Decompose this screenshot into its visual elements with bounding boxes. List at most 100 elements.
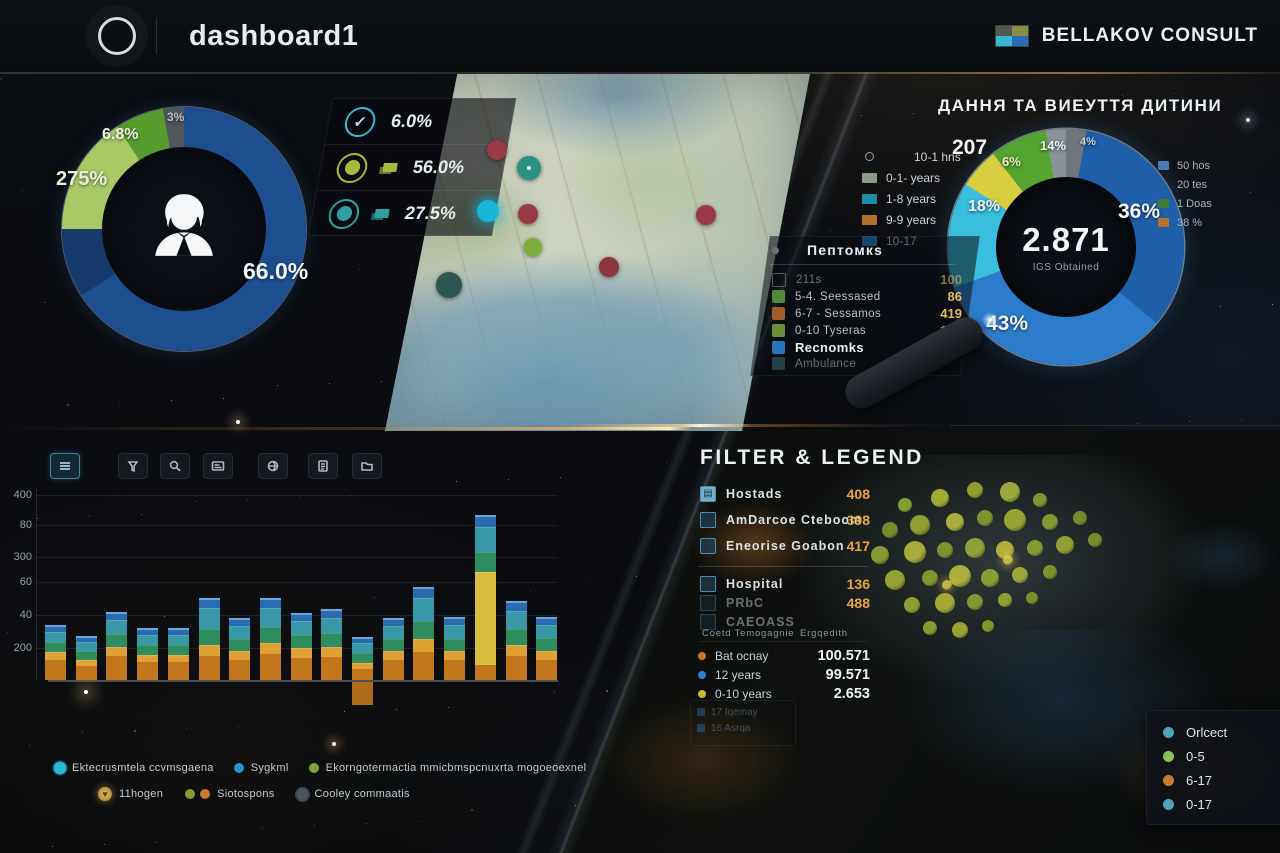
stacked-bar[interactable] [474,514,496,680]
chart-legend-item[interactable]: Ekorngotermactia mmicbmspcnuxrta mogoeoe… [308,762,587,774]
corner-legend-item[interactable]: Orlcect [1163,720,1280,744]
map-marker[interactable] [517,156,541,180]
app-logo-icon[interactable] [98,17,136,55]
page-title: dashboard1 [189,19,359,52]
stacked-bar[interactable] [106,611,128,680]
age-legend-item[interactable]: 9-9 years [862,209,961,230]
bar-segment-t [352,642,373,654]
table-row[interactable]: 12 years 99.571 [698,667,870,683]
chart-legend-item[interactable]: Sygkml [233,762,289,774]
toolbar-filter-button[interactable] [118,453,148,479]
checkbox-icon[interactable] [700,512,716,528]
age-legend-item[interactable]: 0-1- years [862,167,961,188]
glow-line-right-faint [950,425,1280,426]
corner-legend-item[interactable]: 0-17 [1163,792,1280,816]
map-marker[interactable] [696,205,716,225]
stacked-bar[interactable] [229,618,251,680]
chart-legend-item[interactable]: Cooley commaatis [296,787,410,801]
left-legend-item[interactable]: 56.0% [316,145,508,191]
map-marker[interactable] [487,140,507,160]
checkbox-icon[interactable] [700,576,716,592]
corner-legend-item[interactable]: 6-17 [1163,768,1280,792]
filter-item[interactable]: PRbC [700,595,880,611]
age-legend-item[interactable]: 1-8 years [862,188,961,209]
chart-legend-item[interactable]: Ektecrusmtela ccvmsgaena [55,762,214,774]
checkbox-icon[interactable] [700,614,716,630]
bar-segment-g [413,621,435,640]
stacked-bar[interactable] [259,597,281,680]
toolbar-folder-button[interactable] [352,453,382,479]
bar-segment-o [106,655,128,680]
toolbar-menu-button[interactable] [50,453,80,479]
bar-segment-g [106,633,128,647]
stats-row[interactable]: Ambulance [772,357,962,370]
filter-item[interactable]: AmDarcoe Cteboom [700,512,880,528]
stats-row[interactable]: 211s 100 [772,272,962,287]
gridline [36,525,558,526]
chart-legend-item[interactable]: Siotospons [185,787,274,801]
chart-legend-item[interactable]: ♥ 11hogen [98,787,163,801]
stacked-bar[interactable] [45,625,66,680]
left-legend-item[interactable]: 27.5% [309,191,499,236]
stacked-bar[interactable] [536,617,558,680]
age-legend-item[interactable]: 10-1 hns [862,146,961,167]
stats-row[interactable]: Recnomks [772,340,962,355]
stacked-bar[interactable] [167,628,189,680]
filter-item[interactable]: ▤ Hostads [700,486,880,502]
star [554,692,556,694]
toolbar-card-button[interactable] [203,453,233,479]
stacked-bar[interactable] [444,617,466,680]
bar-segment-t [106,619,128,634]
stacked-bar[interactable] [75,635,97,680]
bar-segment-b [536,617,558,625]
stacked-bar[interactable] [321,609,343,680]
map-marker[interactable] [518,204,538,224]
toolbar-doc-button[interactable] [308,453,338,479]
star [1220,306,1222,308]
bar-segment-b [321,609,343,618]
star [262,827,264,829]
star [1272,304,1274,306]
map-bubble [1027,540,1043,556]
map-marker[interactable] [524,238,542,256]
map-marker[interactable] [599,257,619,277]
stacked-bar[interactable] [382,618,404,680]
map-marker[interactable] [477,200,499,222]
filter-legend-title: FILTER & LEGEND [700,446,924,469]
filter-item[interactable]: Hospital [700,576,880,592]
checkbox-icon[interactable]: ▤ [700,486,716,502]
filter-item[interactable]: Eneorise Goabon [700,538,880,554]
table-row[interactable]: 0-10 years 2.653 [698,686,870,702]
filter-item[interactable]: CAEOASS [700,614,880,630]
left-legend-item[interactable]: ✓ 6.0% [325,99,516,145]
bar-segment-t [259,607,281,628]
stacked-bar[interactable] [352,637,373,680]
stacked-bar[interactable] [290,613,312,680]
bar-segment-o [352,669,373,680]
checkbox-icon[interactable] [700,538,716,554]
bar-segment-b [106,611,128,620]
corner-legend-item[interactable]: 0-5 [1163,744,1280,768]
bar-segment-b [382,618,404,626]
stats-row[interactable]: 6-7 - Sessamos 419 [772,306,962,321]
toolbar-share-button[interactable] [258,453,288,479]
stacked-bar[interactable] [137,628,159,680]
stacked-bar[interactable] [505,601,527,680]
gridline [36,582,558,583]
orange-dot-icon [200,789,211,799]
map-marker[interactable] [436,272,462,298]
bar-segment-t [444,624,466,640]
checkbox-icon[interactable] [700,595,716,611]
bar-segment-b [75,635,97,642]
gridline [36,557,558,558]
mini-legend-item: 38 % [1158,213,1212,232]
row-label: 0-10 years [715,687,772,701]
cyan-dot-icon [55,763,65,773]
stats-row[interactable]: 5-4. Seessased 86 [772,289,962,304]
stacked-bar[interactable] [413,587,435,680]
stacked-bar[interactable] [198,597,220,680]
table-row[interactable]: Bat ocnay 100.571 [698,648,870,664]
toolbar-search-button[interactable] [160,453,190,479]
stats-bullet-icon [772,246,779,254]
chart-legend-label: Siotospons [217,788,275,800]
